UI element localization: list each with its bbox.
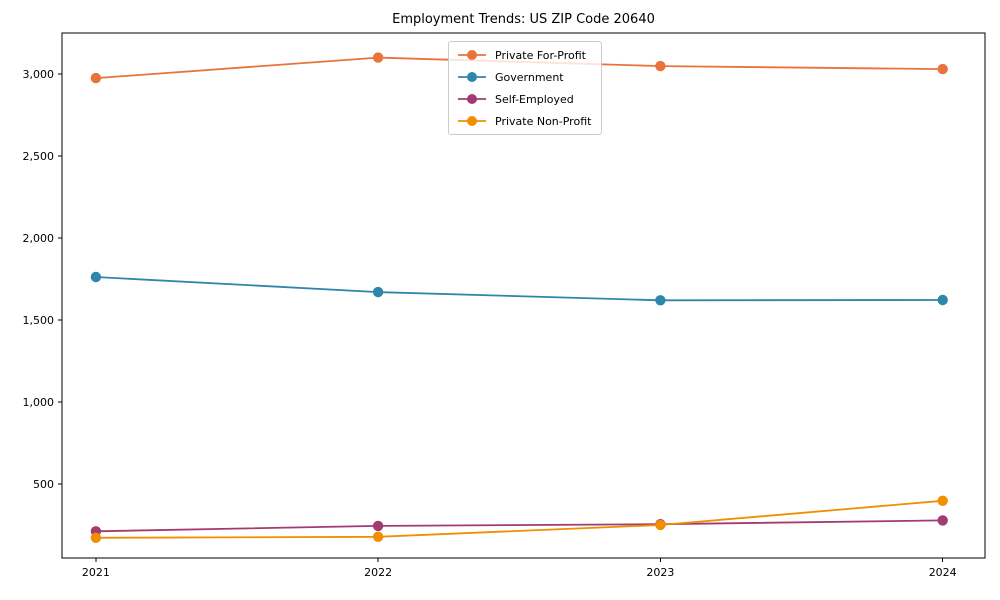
legend-label: Government — [495, 70, 564, 84]
y-tick-label: 3,000 — [23, 68, 55, 81]
x-tick-label: 2021 — [82, 566, 110, 579]
y-tick-label: 2,000 — [23, 232, 55, 245]
x-tick-label: 2024 — [929, 566, 957, 579]
series-line — [95, 519, 943, 533]
legend-item: Self-Employed — [457, 90, 591, 108]
legend-item: Government — [457, 68, 591, 86]
legend-marker — [458, 50, 486, 60]
data-point — [372, 520, 384, 532]
data-point — [937, 515, 948, 526]
legend-label: Private Non-Profit — [495, 114, 592, 128]
series-line — [95, 276, 943, 302]
y-tick-label: 1,500 — [23, 314, 55, 327]
legend-label: Self-Employed — [495, 92, 574, 106]
x-tick-label: 2022 — [364, 566, 392, 579]
data-point — [937, 294, 948, 306]
plot-frame — [61, 32, 986, 559]
chart-title: Employment Trends: US ZIP Code 20640 — [392, 12, 655, 27]
y-tick-label: 2,500 — [23, 150, 55, 163]
x-tick-label: 2023 — [646, 566, 674, 579]
legend-label: Private For-Profit — [495, 48, 586, 62]
data-point — [655, 519, 666, 531]
data-point — [937, 495, 948, 506]
legend-marker — [458, 94, 486, 104]
series-line — [95, 499, 943, 539]
data-point — [372, 52, 384, 63]
chart-legend: Private For-Profit Government Self-Emplo… — [448, 41, 603, 135]
legend-item: Private Non-Profit — [457, 112, 591, 130]
data-point — [655, 60, 666, 72]
data-point — [372, 531, 384, 542]
y-tick-label: 1,000 — [23, 396, 55, 409]
legend-item: Private For-Profit — [457, 46, 591, 64]
data-point — [90, 532, 102, 543]
legend-marker — [458, 72, 486, 82]
y-tick-label: 500 — [33, 478, 54, 491]
legend-marker — [458, 116, 486, 126]
data-point — [937, 63, 948, 75]
data-point — [655, 295, 666, 306]
data-point — [372, 286, 384, 298]
data-point — [90, 271, 102, 283]
data-point — [90, 72, 102, 84]
